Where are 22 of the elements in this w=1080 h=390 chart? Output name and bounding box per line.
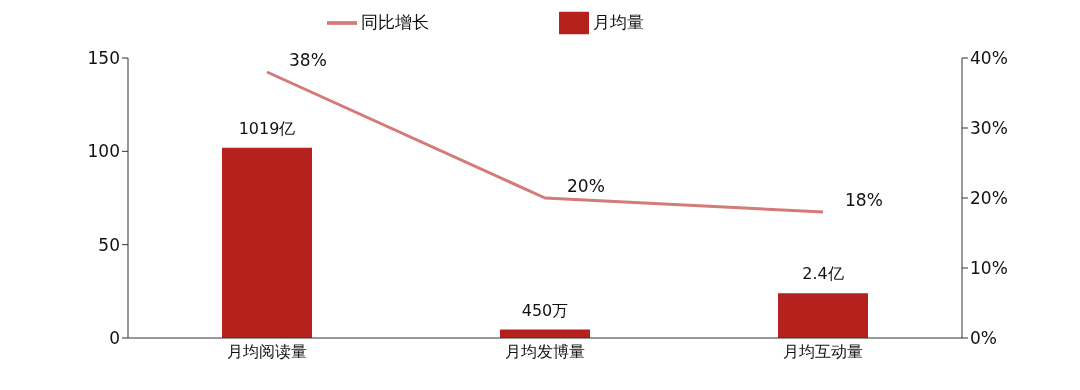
annotation: 2.4亿: [802, 264, 844, 284]
y2-tick-label: 0%: [970, 328, 997, 349]
annotation: 450万: [521, 300, 569, 320]
annotation: 1019亿: [238, 118, 296, 138]
legend-label: 月均量: [592, 12, 644, 32]
data-label: 18%: [845, 190, 883, 210]
bar: [778, 293, 868, 338]
data-label: 38%: [289, 50, 327, 70]
y2-tick-label: 20%: [970, 188, 1008, 209]
x-tick-label: 月均互动量: [783, 342, 863, 362]
y-tick-label: 0: [109, 328, 120, 349]
data-label: 20%: [567, 176, 605, 196]
legend-label: 同比增长: [360, 12, 429, 32]
y-tick-label: 50: [98, 234, 120, 255]
y-tick-label: 150: [87, 48, 120, 69]
x-tick-label: 月均发博量: [505, 342, 585, 362]
y-tick-label: 100: [87, 141, 120, 162]
bar: [222, 147, 312, 338]
x-tick-label: 月均阅读量: [227, 342, 307, 362]
y2-tick-label: 30%: [970, 118, 1008, 139]
y2-tick-label: 10%: [970, 258, 1008, 279]
y2-tick-label: 40%: [970, 48, 1008, 69]
